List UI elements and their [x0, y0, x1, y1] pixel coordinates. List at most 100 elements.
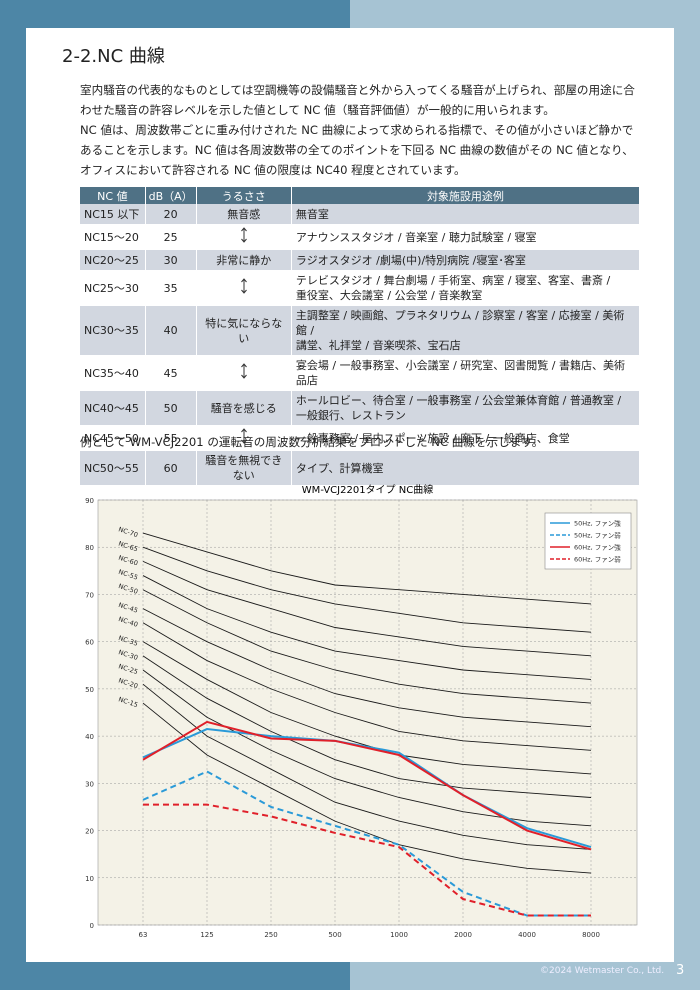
- cell: 50: [145, 390, 197, 426]
- data-line: [142, 770, 591, 917]
- cell: [196, 355, 292, 391]
- cell: 騒音を無視できない: [196, 450, 292, 486]
- legend-label: 60Hz, ファン強: [574, 543, 621, 552]
- y-tick-label: 20: [85, 828, 94, 836]
- text-line: わせた騒音の許容レベルを示した値として NC 値（騒音評価値）が一般的に用いられ…: [80, 103, 555, 117]
- page-title: 2-2.NC 曲線: [62, 46, 165, 67]
- cell: 55: [145, 425, 197, 451]
- table-row: NC35～40 45 宴会場 / 一般事務室、小会議室 / 研究室、図書閲覧 / 書…: [80, 355, 641, 391]
- cell: NC20～25: [80, 249, 146, 271]
- text-line: あることを示します。NC 値は各周波数帯の全てのポイントを下回る NC 曲線の数…: [80, 143, 634, 157]
- cell-line: ホールロビー、待合室 / 一般事務室 / 公会堂兼体育館 / 普通教室 /: [295, 394, 622, 407]
- legend-label: 50Hz, ファン強: [574, 519, 621, 528]
- cell: 特に気にならない: [196, 305, 292, 356]
- cell: NC35～40: [80, 355, 146, 391]
- y-tick-label: 10: [85, 875, 94, 883]
- header-cell: うるささ: [196, 187, 292, 204]
- y-tick-label: 90: [85, 497, 94, 505]
- page-number: 3: [676, 963, 685, 978]
- cell-line: 無音室: [295, 207, 329, 221]
- table-row: NC20～25 30 非常に静か ラジオスタジオ /劇場(中)/特別病院 /寝室･客室: [80, 249, 641, 271]
- nc-curve: [142, 608, 592, 728]
- cell: 45: [145, 355, 197, 391]
- cell: 一般事務室 / 屋内スポーツ施設 / 廊下 / 一般商店、食堂: [291, 425, 641, 451]
- header-cell: NC 値: [80, 187, 146, 204]
- x-tick-label: 63: [139, 931, 148, 939]
- cell-line: 宴会場 / 一般事務室、小会議室 / 研究室、図書閲覧 / 書籍店、美術品店: [295, 359, 625, 387]
- y-tick-label: 50: [85, 686, 94, 694]
- cell-line: タイプ、計算機室: [295, 461, 384, 475]
- table-row: NC40～45 50 騒音を感じる ホールロビー、待合室 / 一般事務室 / 公会堂兼…: [80, 390, 641, 426]
- header-row: NC 値 dB（A） うるささ 対象施設用途例: [80, 187, 641, 204]
- nc-curve: [142, 669, 592, 827]
- cell-line: 主調整室 / 映画館、プラネタリウム / 診察室 / 客室 / 応接室 / 美術…: [295, 309, 625, 337]
- x-tick-label: 500: [328, 931, 341, 939]
- cell: 20: [145, 204, 197, 225]
- cell-line: 一般銀行、レストラン: [295, 409, 406, 422]
- cell: アナウンススタジオ / 音楽室 / 聴力試験室 / 寝室: [291, 224, 641, 250]
- cell: 40: [145, 305, 197, 356]
- nc-curve: [142, 622, 592, 751]
- cell-line: 講堂、礼拝堂 / 音楽喫茶、宝石店: [295, 339, 461, 352]
- y-tick-label: 80: [85, 544, 94, 552]
- text-line: 室内騒音の代表的なものとしては空調機等の設備騒音と外から入ってくる騒音が上げられ…: [80, 83, 635, 97]
- legend-label: 50Hz, ファン弱: [574, 532, 621, 540]
- cell: 騒音を感じる: [196, 390, 292, 426]
- y-tick-label: 70: [85, 591, 94, 599]
- cell: 25: [145, 224, 197, 250]
- cell: 無音感: [196, 204, 292, 225]
- arrow-icon: [240, 278, 247, 294]
- nc-curve: [142, 702, 592, 874]
- arrow-icon: [240, 428, 247, 444]
- table-row: NC15～20 25 アナウンススタジオ / 音楽室 / 聴力試験室 / 寝室: [80, 224, 641, 250]
- cell: ラジオスタジオ /劇場(中)/特別病院 /寝室･客室: [291, 249, 641, 271]
- x-tick-label: 250: [264, 931, 277, 939]
- cell: NC15～20: [80, 224, 146, 250]
- y-tick-label: 30: [85, 780, 94, 788]
- x-tick-label: 125: [200, 931, 213, 939]
- text-line: NC 値は、周波数帯ごとに重み付けされた NC 曲線によって求められる指標で、そ…: [80, 123, 634, 137]
- copyright: ©2024 Wetmaster Co., Ltd.: [540, 966, 665, 976]
- data-line: [142, 720, 592, 851]
- nc-curve: [142, 546, 592, 633]
- cell-line: 一般事務室 / 屋内スポーツ施設 / 廊下 / 一般商店、食堂: [295, 431, 570, 445]
- cell: [196, 224, 292, 250]
- cell: NC50～55: [80, 450, 146, 486]
- table-row: NC15 以下 20 無音感 無音室: [80, 204, 641, 225]
- cell: 35: [145, 270, 197, 306]
- nc-table: NC 値 dB（A） うるささ 対象施設用途例 NC15 以下 20 無音感 無音室 NC15～…: [80, 187, 641, 486]
- nc-curve: [142, 575, 592, 680]
- cell: [196, 425, 292, 451]
- cell: 無音室: [291, 204, 641, 225]
- text-line: オフィスにおいて許容される NC 値の限度は NC40 程度とされています。: [80, 163, 466, 177]
- paragraph: 室内騒音の代表的なものとしては空調機等の設備騒音と外から入ってくる騒音が上げられ…: [80, 80, 650, 120]
- cell: 60: [145, 450, 197, 486]
- cell: 30: [145, 249, 197, 271]
- y-tick-label: 60: [85, 639, 94, 647]
- cell: NC25～30: [80, 270, 146, 306]
- table-row: NC30～35 40 特に気にならない 主調整室 / 映画館、プラネタリウム / 診察…: [80, 305, 641, 356]
- arrow-icon: [240, 363, 247, 379]
- cell: NC30～35: [80, 305, 146, 356]
- cell: 非常に静か: [196, 249, 292, 271]
- cell: NC45～50: [80, 425, 146, 451]
- arrow-icon: [240, 227, 247, 243]
- nc-curve: [142, 683, 592, 850]
- legend-label: 60Hz, ファン弱: [574, 556, 621, 564]
- table-row: NC50～55 60 騒音を無視できない タイプ、計算機室: [80, 450, 641, 486]
- cell: ホールロビー、待合室 / 一般事務室 / 公会堂兼体育館 / 普通教室 / 一般銀…: [291, 390, 641, 426]
- data-line: [143, 803, 591, 917]
- x-tick-label: 4000: [518, 931, 536, 939]
- nc-curve: [142, 641, 592, 775]
- cell: 主調整室 / 映画館、プラネタリウム / 診察室 / 客室 / 応接室 / 美術…: [291, 305, 641, 356]
- cell-line: テレビスタジオ / 舞台劇場 / 手術室、病室 / 寝室、客室、書斎 /: [295, 274, 611, 287]
- plot-area: [97, 499, 638, 926]
- cell-line: ラジオスタジオ /劇場(中)/特別病院 /寝室･客室: [295, 253, 526, 267]
- x-tick-label: 2000: [454, 931, 472, 939]
- table-row: NC25～30 35 テレビスタジオ / 舞台劇場 / 手術室、病室 / 寝室、客室…: [80, 270, 641, 306]
- chart: WM-VCJ2201タイプ NC曲線 0 10 20 30 40 50 60 70 80 90 63 1…: [85, 483, 638, 939]
- nc-curve: [142, 560, 592, 657]
- cell: [196, 270, 292, 306]
- nc-curve: [142, 655, 592, 798]
- intro-text: 例として WM-VCJ2201 の運転音の周波数分析結果をプロットした NC 曲…: [80, 435, 544, 449]
